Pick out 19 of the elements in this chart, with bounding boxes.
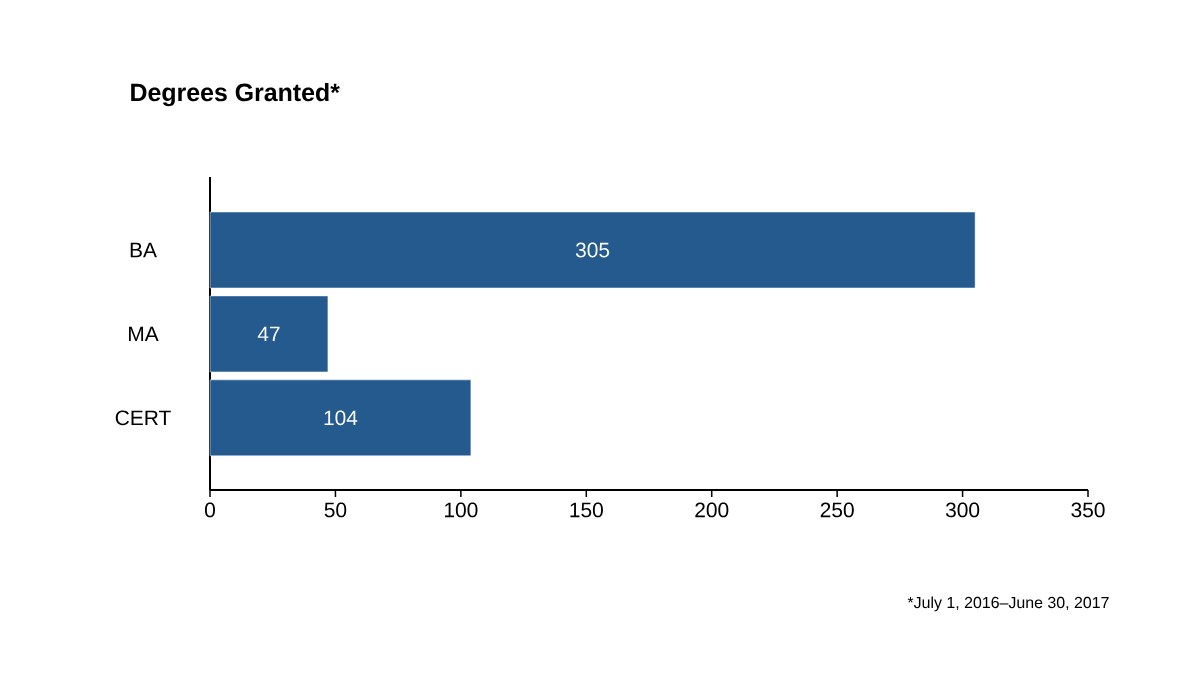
- x-tick-label: 350: [1071, 502, 1105, 518]
- data-label: 104: [324, 410, 358, 426]
- x-tick-label: 300: [945, 502, 980, 518]
- x-tick-label: 0: [205, 502, 215, 518]
- x-tick-label: 50: [324, 502, 347, 518]
- bar: [209, 379, 472, 457]
- bar: [209, 295, 329, 373]
- data-label: 47: [257, 326, 280, 342]
- y-tick-label: MA: [129, 326, 159, 342]
- text: *July 1, 2016–June 30, 2017: [907, 596, 1109, 612]
- x-tick-label: 100: [445, 502, 478, 518]
- chart-title: Degrees Granted*: [131, 82, 340, 107]
- x-tick-label: 250: [820, 502, 854, 518]
- x-tick-label: 150: [570, 502, 603, 518]
- y-tick-label: BA: [130, 242, 157, 258]
- x-tick-label: 200: [695, 502, 729, 518]
- bar: [209, 211, 976, 289]
- data-label: 305: [575, 242, 610, 258]
- y-tick-label: CERT: [115, 410, 171, 426]
